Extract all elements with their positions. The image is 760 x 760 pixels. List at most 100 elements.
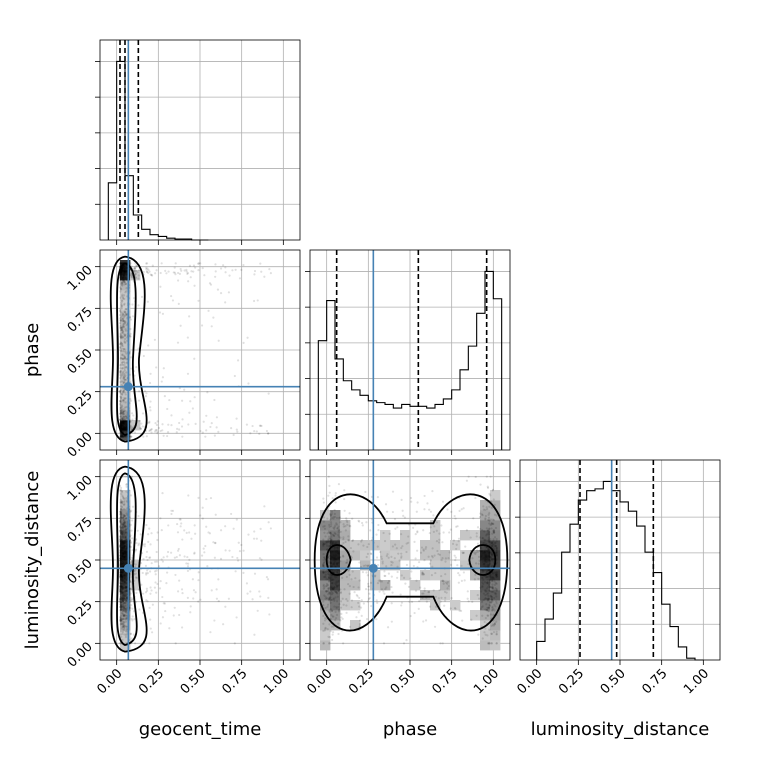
sample-point-1-2-2286 [487, 569, 490, 572]
sample-point-0-2-1216 [121, 577, 124, 580]
sample-point-0-1-2354 [121, 293, 124, 296]
sample-point-0-2-686 [122, 599, 125, 603]
sample-point-0-2-2430 [119, 565, 122, 568]
sample-point-1-2-2034 [330, 510, 334, 513]
sample-point-1-2-1222 [322, 584, 325, 588]
density-cell-1-2-17-9 [480, 560, 491, 571]
sample-point-1-2-874 [369, 581, 373, 584]
sample-point-1-2-816 [487, 538, 490, 542]
sample-point-0-1-1546 [160, 380, 163, 383]
sample-point-0-2-1518 [122, 561, 125, 564]
sample-point-0-2-1040 [119, 560, 123, 564]
sample-point-1-2-494 [329, 596, 332, 599]
sample-point-0-1-1602 [122, 376, 125, 379]
sample-point-1-2-1904 [324, 617, 327, 620]
sample-point-0-2-1524 [119, 498, 122, 501]
sample-point-0-1-1766 [125, 273, 128, 276]
sample-point-1-2-734 [449, 528, 453, 531]
sample-point-1-2-1908 [407, 585, 411, 588]
sample-point-0-1-1724 [148, 429, 151, 433]
sample-point-1-2-1918 [330, 539, 333, 542]
sample-point-0-2-1672 [123, 590, 126, 593]
sample-point-0-1-862 [202, 420, 205, 423]
sample-point-0-2-2242 [125, 593, 129, 596]
sample-point-0-1-584 [122, 265, 125, 268]
sample-point-1-2-1294 [331, 562, 335, 566]
sample-point-0-1-576 [124, 264, 127, 267]
sample-point-0-2-196 [201, 517, 204, 520]
sample-point-0-2-558 [247, 533, 250, 536]
sample-point-0-2-2530 [119, 557, 123, 561]
sample-point-0-2-2098 [258, 590, 261, 593]
sample-point-0-1-2458 [121, 269, 124, 272]
sample-point-0-2-1552 [224, 549, 227, 552]
sample-point-0-2-1888 [122, 523, 125, 526]
sample-point-0-2-1970 [172, 614, 175, 617]
sample-point-0-2-726 [120, 591, 123, 594]
sample-point-0-2-1068 [122, 518, 125, 521]
sample-point-1-2-924 [495, 595, 498, 598]
sample-point-0-1-380 [136, 271, 139, 274]
sample-point-1-2-746 [384, 574, 387, 578]
sample-point-0-1-1580 [122, 273, 125, 276]
sample-point-0-1-2272 [123, 426, 126, 429]
density-cell-0-2-2-7 [120, 580, 131, 591]
sample-point-0-1-758 [122, 274, 125, 277]
sample-point-0-2-294 [129, 632, 133, 635]
sample-point-0-2-1768 [122, 521, 125, 524]
sample-point-1-2-888 [470, 618, 473, 621]
sample-point-0-2-126 [122, 542, 125, 545]
density-cell-1-2-18-14 [490, 510, 501, 521]
sample-point-0-2-124 [149, 556, 152, 559]
sample-point-0-1-1162 [128, 419, 131, 422]
sample-point-0-2-570 [197, 600, 200, 603]
sample-point-0-2-2222 [122, 608, 125, 612]
sample-point-0-1-2460 [120, 347, 123, 350]
sample-point-0-1-414 [124, 427, 127, 430]
sample-point-0-2-1452 [119, 589, 122, 592]
sample-point-0-2-680 [121, 575, 124, 578]
sample-point-1-2-158 [495, 571, 498, 574]
sample-point-0-2-2244 [122, 540, 125, 543]
density-cell-1-2-2-6 [330, 590, 341, 601]
sample-point-1-2-1410 [367, 585, 370, 588]
sample-point-1-2-2550 [488, 519, 491, 522]
sample-point-1-2-754 [486, 599, 489, 602]
sample-point-0-2-130 [119, 518, 123, 521]
sample-point-1-2-856 [348, 625, 352, 628]
sample-point-0-1-1406 [120, 334, 123, 337]
sample-point-0-2-2176 [129, 579, 132, 582]
sample-point-0-1-1204 [213, 434, 216, 437]
sample-point-0-2-1026 [120, 577, 123, 580]
sample-point-1-2-1208 [435, 529, 438, 532]
sample-point-0-2-1710 [122, 522, 126, 525]
sample-point-0-1-1142 [133, 266, 136, 270]
sample-point-1-2-1422 [329, 557, 332, 560]
sample-point-0-1-1530 [124, 271, 128, 274]
sample-point-1-2-770 [434, 595, 438, 598]
sample-point-1-2-342 [490, 596, 493, 599]
sample-point-1-2-1142 [490, 595, 494, 598]
sample-point-0-2-896 [122, 535, 125, 538]
sample-point-0-1-1232 [123, 265, 126, 268]
sample-point-0-2-356 [120, 571, 123, 575]
sample-point-1-2-2358 [380, 580, 384, 583]
sample-point-1-2-2348 [433, 554, 436, 557]
sample-point-1-2-1920 [458, 574, 461, 577]
sample-point-0-2-276 [125, 512, 128, 515]
sample-point-0-1-1846 [175, 431, 178, 434]
sample-point-0-1-2166 [252, 299, 256, 303]
sample-point-1-2-2466 [335, 613, 339, 617]
sample-point-0-2-2284 [122, 518, 125, 522]
sample-point-1-2-340 [441, 500, 445, 503]
sample-point-1-2-1288 [483, 538, 486, 541]
sample-point-0-1-2226 [121, 345, 124, 348]
sample-point-0-1-1532 [161, 429, 164, 432]
density-cell-1-2-13-6 [440, 590, 451, 601]
sample-point-1-2-382 [467, 600, 470, 603]
sample-point-0-1-2404 [128, 273, 131, 277]
sample-point-1-2-540 [491, 586, 494, 589]
sample-point-0-2-1356 [144, 564, 148, 567]
sample-point-0-2-1162 [128, 516, 131, 519]
sample-point-0-1-136 [123, 361, 126, 364]
